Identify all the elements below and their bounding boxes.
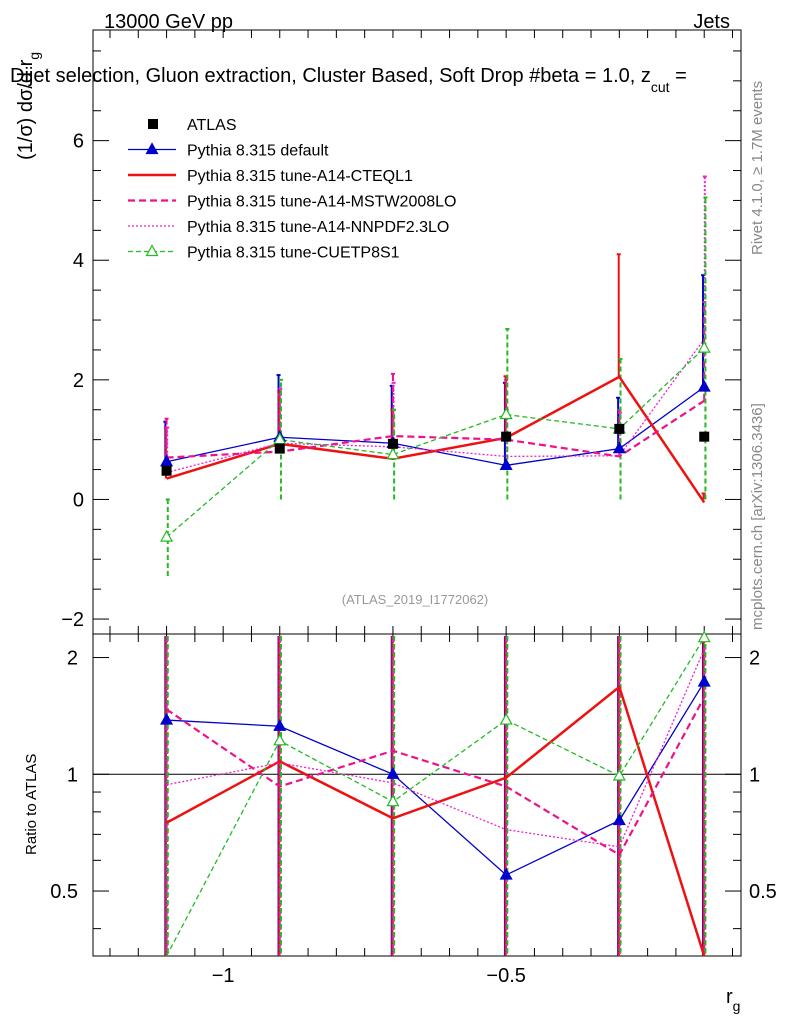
legend: ATLAS Pythia 8.315 default Pythia 8.315 tu… [128, 117, 456, 262]
plot-title: Dijet selection, Gluon extraction, Clust… [10, 65, 687, 95]
ratio-plot-frame [92, 633, 742, 957]
ratio-marker [612, 813, 626, 826]
ratio-marker [697, 674, 711, 687]
ratio-y-axis-label: Ratio to ATLAS [23, 754, 40, 855]
y-tick-label: 2 [73, 370, 84, 392]
ratio-tick-label: 0.5 [50, 881, 78, 903]
series-line-4 [166, 347, 705, 538]
ratio-marker [386, 794, 400, 807]
series-marker [697, 340, 711, 353]
legend-label: Pythia 8.315 tune-A14-NNPDF2.3LO [187, 219, 449, 236]
series-markers [160, 340, 711, 880]
legend-label: ATLAS [187, 117, 237, 134]
ratio-marker [386, 767, 400, 779]
series-lines [165, 338, 706, 957]
y-axis-label: (1/σ) dσ/d rg [15, 52, 42, 160]
atlas-data-point [161, 465, 172, 476]
ratio-tick-label: 2 [749, 648, 760, 670]
ratio-marker [612, 768, 626, 781]
series-marker [499, 407, 513, 420]
series-marker [697, 379, 711, 392]
axis-ticks [93, 30, 741, 956]
series-line-3 [166, 338, 705, 474]
ratio-marker [273, 719, 287, 731]
series-line-0 [166, 386, 705, 467]
legend-marker-atlas [148, 119, 158, 129]
y-tick-label: 6 [73, 131, 84, 153]
legend-label: Pythia 8.315 tune-CUETP8S1 [187, 245, 400, 262]
series-marker [386, 447, 400, 460]
energy-label: 13000 GeV pp [104, 11, 233, 33]
ratio-line-0 [166, 681, 705, 876]
mcplots-label: mcplots.cern.ch [arXiv:1306.3436] [749, 403, 766, 630]
analysis-id: (ATLAS_2019_I1772062) [342, 592, 488, 607]
atlas-data-point [387, 438, 398, 449]
legend-label: Pythia 8.315 default [187, 143, 329, 160]
atlas-data-point [274, 443, 285, 454]
x-tick-label: −0.5 [486, 965, 525, 987]
series-marker [160, 529, 174, 542]
axis-tick-labels: −1 −0.5 −2 0 2 4 6 0.5 0.5 1 1 2 2 [50, 131, 777, 987]
rivet-label: Rivet 4.1.0, ≥ 1.7M events [749, 81, 766, 255]
ratio-line-3 [166, 649, 705, 848]
x-tick-label: −1 [212, 965, 235, 987]
legend-label: Pythia 8.315 tune-A14-CTEQL1 [187, 168, 413, 185]
error-bars [163, 175, 708, 956]
ratio-line-4 [165, 637, 705, 957]
ratio-marker [499, 867, 513, 880]
ratio-tick-label: 1 [67, 764, 78, 786]
series-line-1 [166, 375, 706, 504]
legend-marker [145, 142, 159, 155]
ratio-tick-label: 2 [67, 648, 78, 670]
x-axis-label: rg [726, 986, 740, 1014]
series-marker [612, 441, 626, 454]
legend-label: Pythia 8.315 tune-A14-MSTW2008LO [187, 194, 456, 211]
ratio-marker [697, 630, 711, 643]
ratio-marker [160, 712, 174, 725]
series-line-2 [166, 399, 705, 459]
ratio-marker [499, 712, 513, 725]
ratio-line-1 [165, 684, 706, 957]
ratio-tick-label: 1 [749, 764, 760, 786]
y-tick-label: 4 [73, 250, 84, 272]
ratio-marker [273, 733, 287, 746]
y-tick-label: 0 [73, 489, 84, 511]
ratio-line-2 [165, 696, 706, 857]
y-tick-label: −2 [61, 609, 84, 631]
atlas-data-point [699, 431, 710, 442]
category-label: Jets [693, 11, 730, 33]
legend-marker [145, 244, 159, 257]
atlas-data-point [614, 423, 625, 434]
atlas-data-point [501, 431, 512, 442]
ratio-tick-label: 0.5 [749, 881, 777, 903]
series-marker [499, 458, 513, 470]
